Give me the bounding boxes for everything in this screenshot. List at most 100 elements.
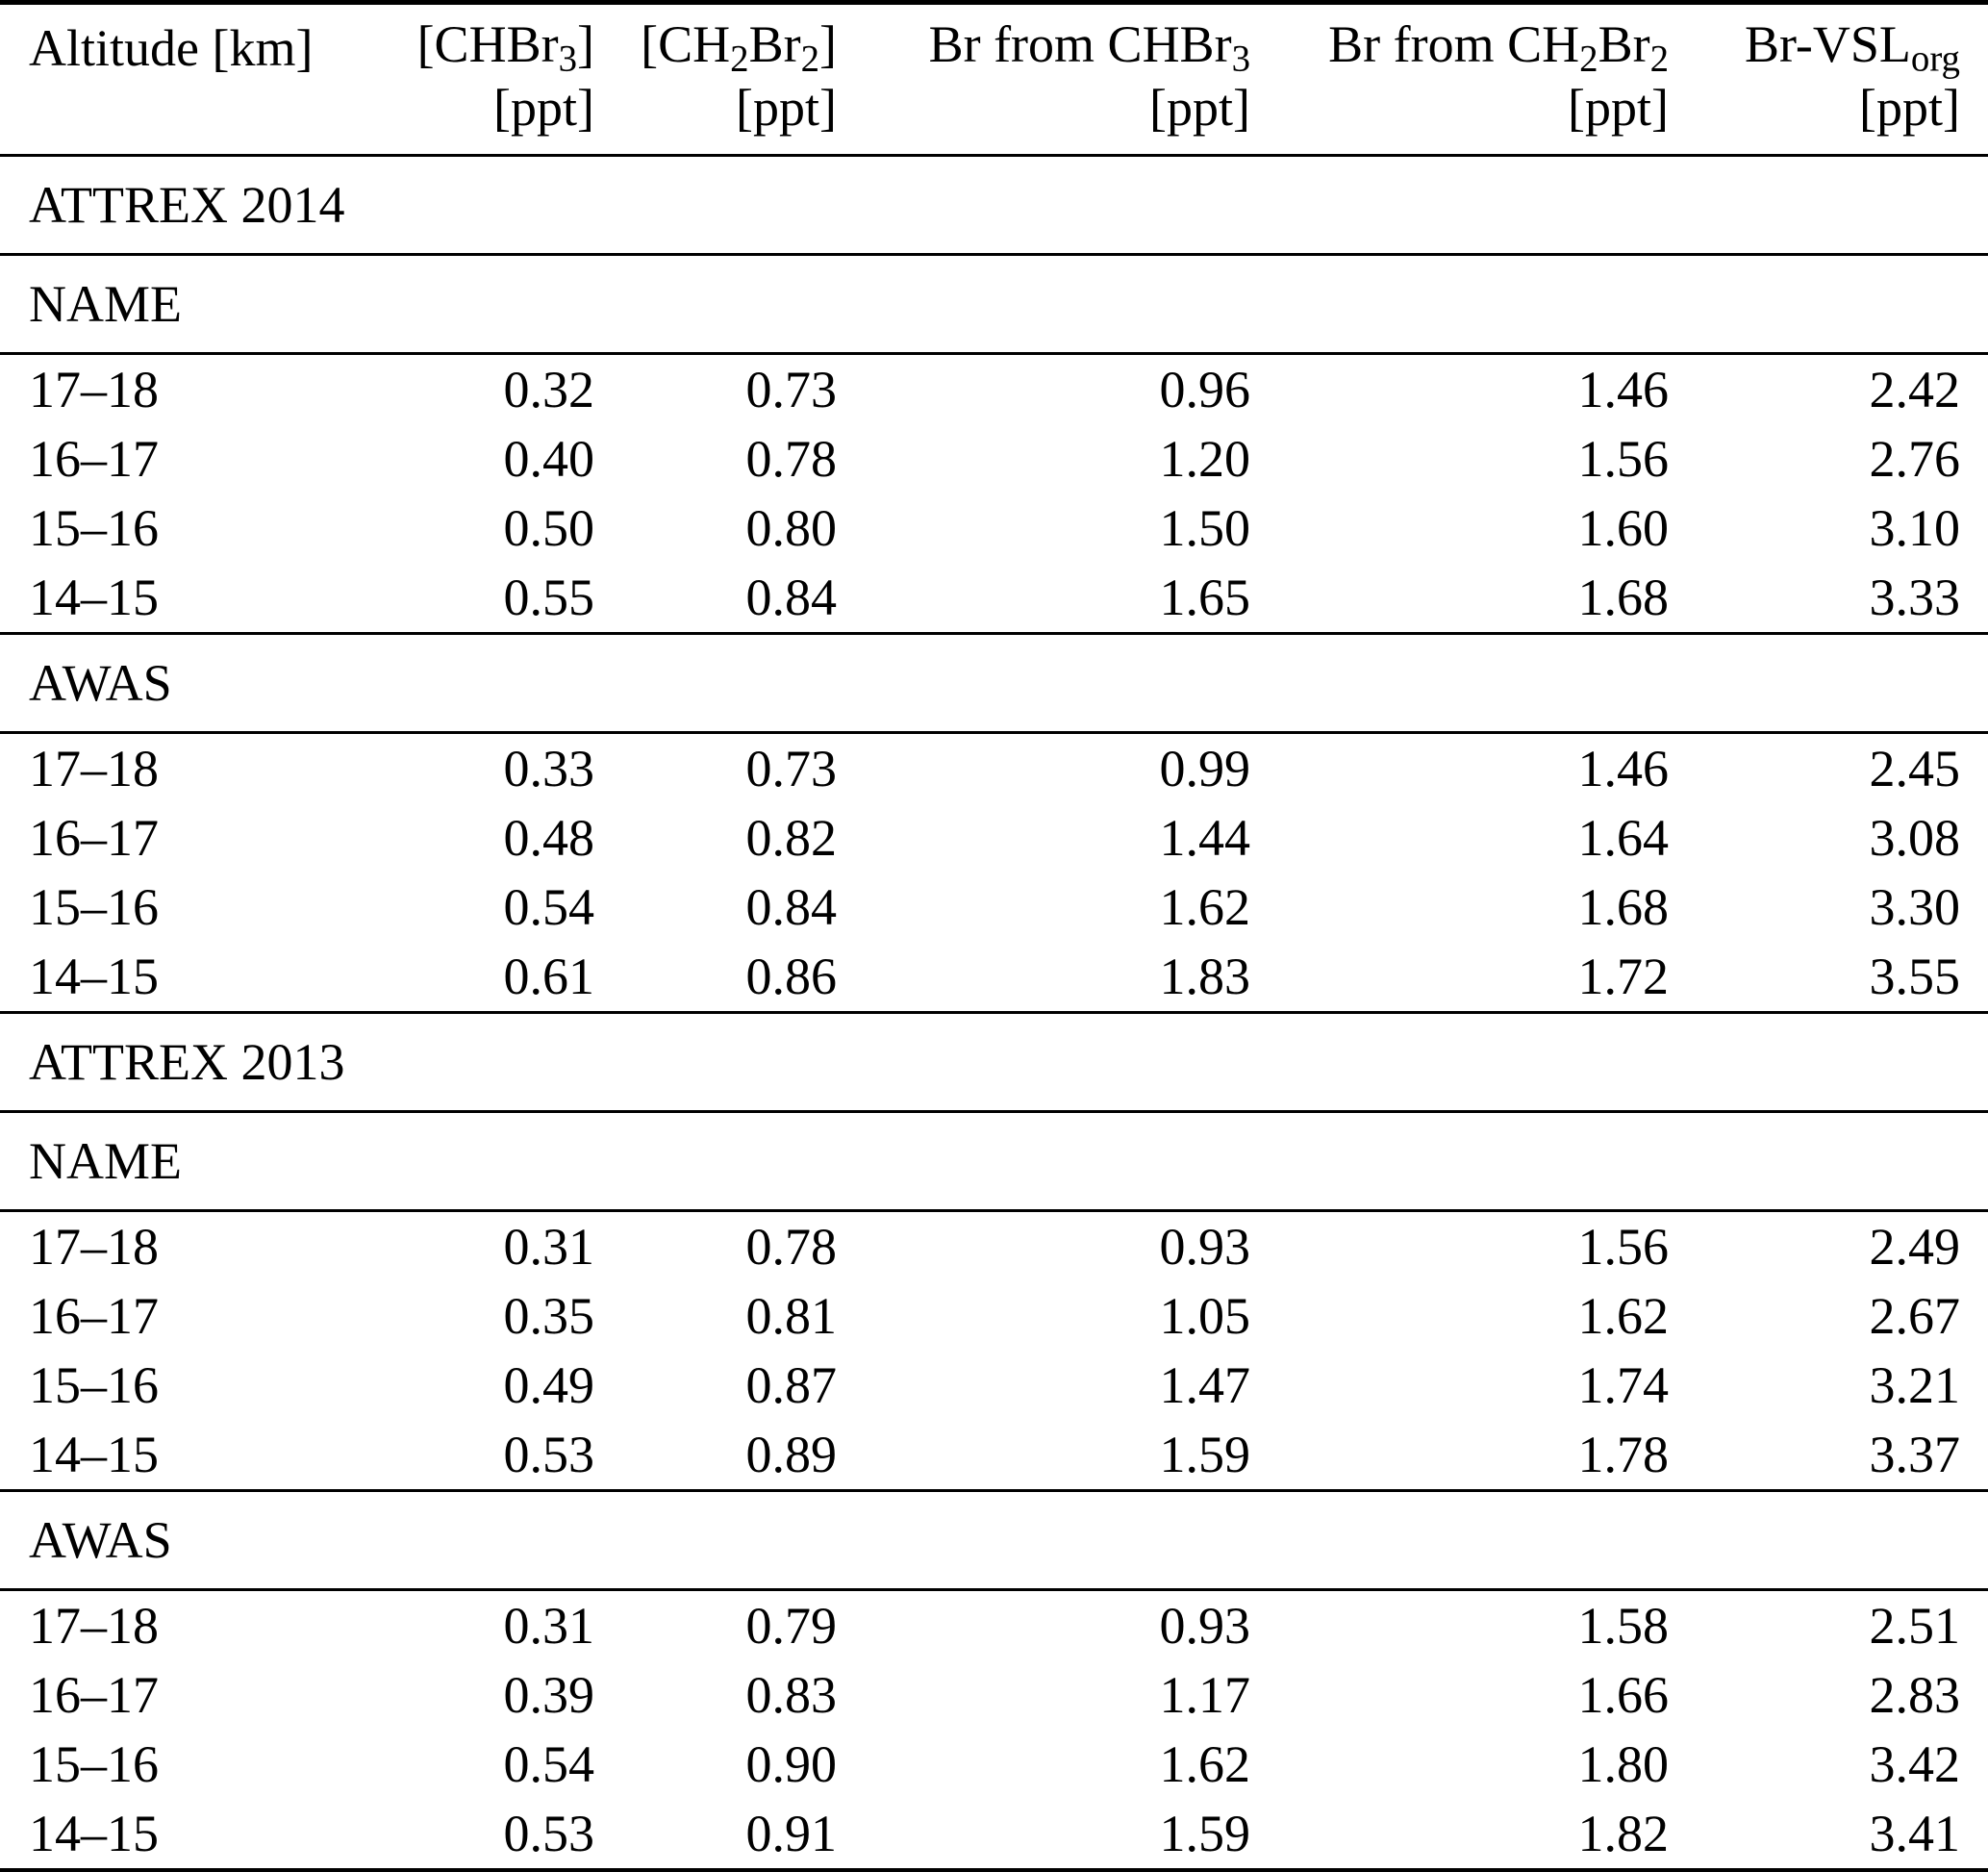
cell-value: 0.54 xyxy=(503,878,595,936)
cell-value: 0.90 xyxy=(745,1735,838,1793)
table-rule xyxy=(0,154,1988,157)
subsection-label-text: NAME xyxy=(29,1132,182,1190)
table-row: 14–15 0.53 0.91 1.59 1.82 3.41 xyxy=(0,1799,1988,1868)
table-row: 14–15 0.53 0.89 1.59 1.78 3.37 xyxy=(0,1420,1988,1489)
table-rule xyxy=(0,1588,1988,1591)
cell-value: 0.50 xyxy=(503,499,595,557)
col-unit-chbr3: [ppt] xyxy=(493,79,594,137)
table-rule xyxy=(0,1209,1988,1212)
cell-altitude: 16–17 xyxy=(29,1287,159,1345)
cell-altitude: 14–15 xyxy=(29,569,159,626)
table-row: 15–16 0.49 0.87 1.47 1.74 3.21 xyxy=(0,1351,1988,1420)
col-header-altitude: Altitude [km] xyxy=(0,22,332,74)
table-row: 15–16 0.54 0.90 1.62 1.80 3.42 xyxy=(0,1730,1988,1799)
cell-value: 1.56 xyxy=(1577,1218,1670,1276)
cell-value: 3.30 xyxy=(1869,878,1961,936)
text-run: Altitude [km] xyxy=(29,19,314,78)
subscript: 3 xyxy=(1231,38,1250,80)
text-run: Br from CHBr xyxy=(928,15,1232,73)
cell-altitude: 15–16 xyxy=(29,499,159,557)
cell-value: 1.80 xyxy=(1577,1735,1670,1793)
cell-value: 3.55 xyxy=(1869,948,1961,1005)
table-row: 17–18 0.31 0.78 0.93 1.56 2.49 xyxy=(0,1212,1988,1281)
table-rule xyxy=(0,253,1988,256)
cell-altitude: 14–15 xyxy=(29,1805,159,1862)
cell-value: 3.37 xyxy=(1869,1426,1961,1483)
cell-value: 0.89 xyxy=(745,1426,838,1483)
group-label: ATTREX 2014 xyxy=(0,157,1988,253)
col-unit-br-vsl-org: [ppt] xyxy=(1859,79,1960,137)
cell-value: 0.33 xyxy=(503,740,595,797)
cell-value: 1.59 xyxy=(1159,1805,1251,1862)
cell-value: 3.10 xyxy=(1869,499,1961,557)
text-run: ] xyxy=(577,15,594,73)
cell-altitude: 17–18 xyxy=(29,740,159,797)
cell-value: 0.35 xyxy=(503,1287,595,1345)
col-header-br-from-ch2br2: Br from CH2Br2 xyxy=(1250,18,1669,78)
subscript: 2 xyxy=(1649,38,1669,80)
cell-value: 3.33 xyxy=(1869,569,1961,626)
col-unit-ch2br2: [ppt] xyxy=(736,79,837,137)
subscript: 2 xyxy=(1579,38,1598,80)
cell-value: 0.54 xyxy=(503,1735,595,1793)
text-run: Br-VSL xyxy=(1744,15,1911,73)
cell-value: 0.99 xyxy=(1159,740,1251,797)
cell-value: 2.83 xyxy=(1869,1666,1961,1724)
header-labels-line: Altitude [km] [CHBr3] [CH2Br2] Br from CHBr… xyxy=(0,18,1988,78)
data-rows-block: 17–18 0.31 0.79 0.93 1.58 2.51 16–17 0.39 0.83 1.… xyxy=(0,1591,1988,1868)
cell-value: 1.17 xyxy=(1159,1666,1251,1724)
cell-value: 2.49 xyxy=(1869,1218,1961,1276)
table-row: 16–17 0.35 0.81 1.05 1.62 2.67 xyxy=(0,1281,1988,1351)
cell-altitude: 16–17 xyxy=(29,809,159,867)
cell-value: 1.72 xyxy=(1577,948,1670,1005)
cell-value: 0.53 xyxy=(503,1805,595,1862)
table-row: 14–15 0.55 0.84 1.65 1.68 3.33 xyxy=(0,563,1988,632)
cell-altitude: 15–16 xyxy=(29,1735,159,1793)
table-row: 15–16 0.54 0.84 1.62 1.68 3.30 xyxy=(0,873,1988,942)
cell-value: 3.42 xyxy=(1869,1735,1961,1793)
cell-value: 1.62 xyxy=(1577,1287,1670,1345)
cell-altitude: 15–16 xyxy=(29,878,159,936)
cell-value: 0.39 xyxy=(503,1666,595,1724)
subsection-label-text: AWAS xyxy=(29,654,172,712)
cell-value: 3.21 xyxy=(1869,1356,1961,1414)
cell-altitude: 17–18 xyxy=(29,1218,159,1276)
table-row: 17–18 0.31 0.79 0.93 1.58 2.51 xyxy=(0,1591,1988,1660)
table-rule xyxy=(0,731,1988,734)
subsection-label-text: NAME xyxy=(29,275,182,333)
data-rows-block: 17–18 0.33 0.73 0.99 1.46 2.45 16–17 0.48 0.82 1.… xyxy=(0,734,1988,1011)
cell-value: 0.79 xyxy=(745,1597,838,1655)
table-rule xyxy=(0,352,1988,355)
cell-value: 0.86 xyxy=(745,948,838,1005)
cell-value: 2.67 xyxy=(1869,1287,1961,1345)
cell-altitude: 14–15 xyxy=(29,948,159,1005)
cell-value: 0.31 xyxy=(503,1597,595,1655)
cell-value: 2.76 xyxy=(1869,430,1961,488)
cell-value: 1.82 xyxy=(1577,1805,1670,1862)
cell-value: 3.41 xyxy=(1869,1805,1961,1862)
text-run: Br xyxy=(1598,15,1650,73)
cell-value: 0.96 xyxy=(1159,361,1251,418)
table-rule xyxy=(0,1489,1988,1492)
cell-value: 0.32 xyxy=(503,361,595,418)
cell-value: 0.93 xyxy=(1159,1597,1251,1655)
cell-value: 1.44 xyxy=(1159,809,1251,867)
cell-value: 1.65 xyxy=(1159,569,1251,626)
cell-value: 2.45 xyxy=(1869,740,1961,797)
cell-value: 1.68 xyxy=(1577,569,1670,626)
col-header-br-vsl-org: Br-VSLorg xyxy=(1669,18,1988,78)
cell-altitude: 17–18 xyxy=(29,361,159,418)
cell-value: 1.62 xyxy=(1159,878,1251,936)
cell-value: 0.31 xyxy=(503,1218,595,1276)
table-rule xyxy=(0,632,1988,635)
cell-value: 1.20 xyxy=(1159,430,1251,488)
table-rule xyxy=(0,1110,1988,1113)
cell-value: 1.62 xyxy=(1159,1735,1251,1793)
table-row: 17–18 0.33 0.73 0.99 1.46 2.45 xyxy=(0,734,1988,803)
text-run: Br xyxy=(748,15,801,73)
text-run: ] xyxy=(819,15,837,73)
table-row: 14–15 0.61 0.86 1.83 1.72 3.55 xyxy=(0,942,1988,1011)
data-rows-block: 17–18 0.32 0.73 0.96 1.46 2.42 16–17 0.40 0.78 1.… xyxy=(0,355,1988,632)
cell-value: 0.73 xyxy=(745,740,838,797)
